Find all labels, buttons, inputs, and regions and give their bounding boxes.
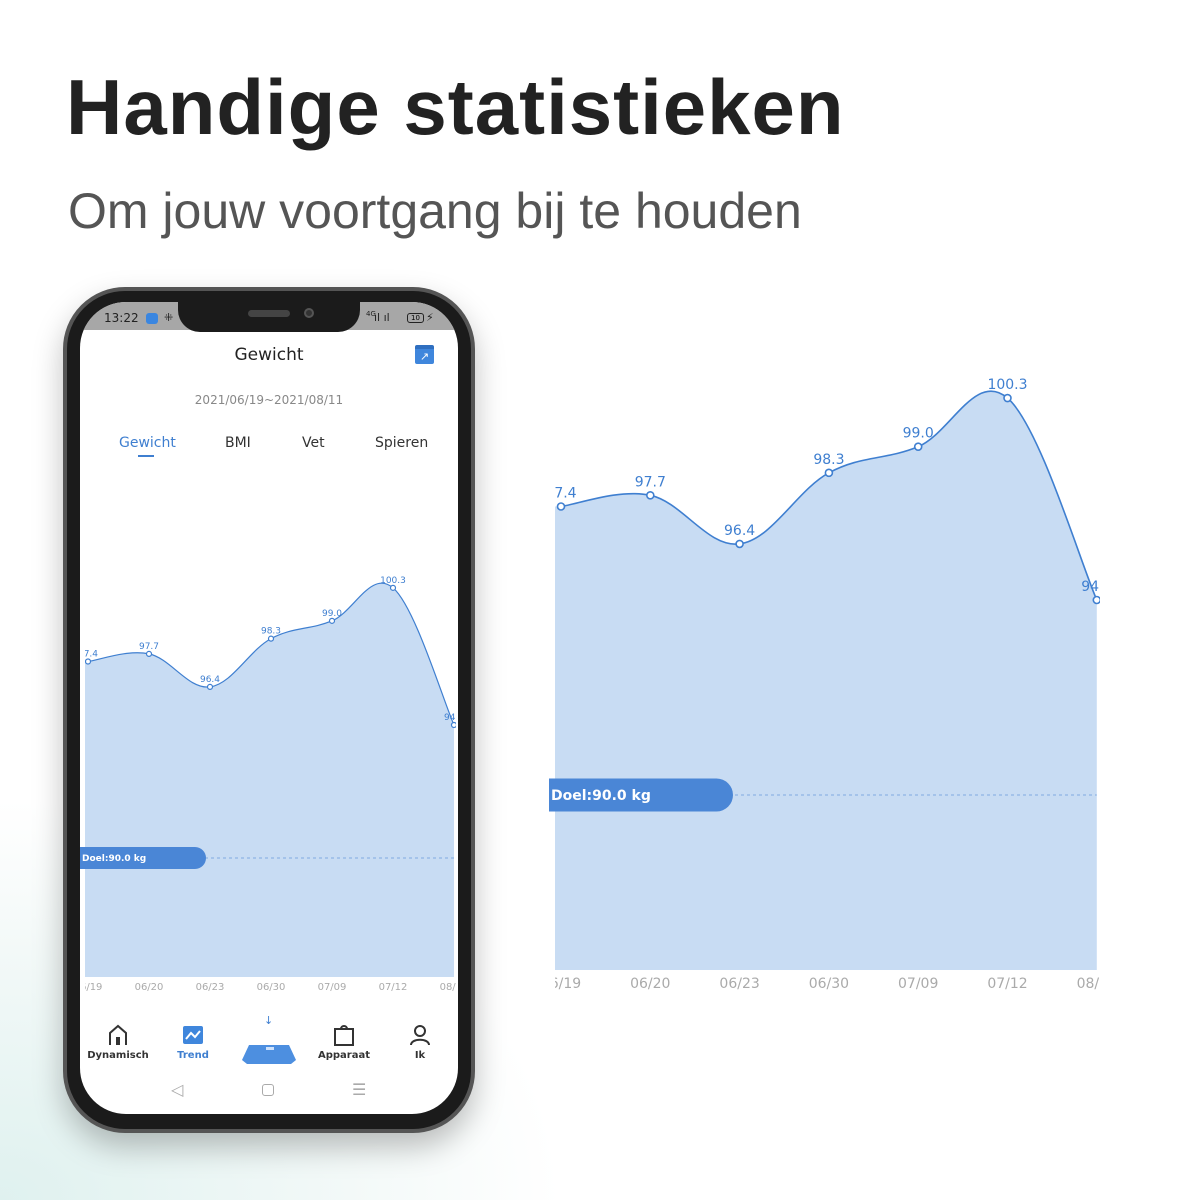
x-tick-label: 06/19 (80, 982, 102, 993)
area-fill (555, 391, 1097, 970)
nav-trend[interactable]: Trend (177, 1050, 209, 1061)
data-point (556, 502, 566, 511)
weight-line (560, 390, 1098, 601)
phone-weight-chart: 97.4 06/19 97.7 06/20 96.4 06/23 98.3 06/30 99.0… (80, 576, 458, 993)
x-tick-label: 06/20 (630, 976, 670, 992)
goal-badge (549, 778, 733, 812)
x-tick-label: 08/11 (1077, 976, 1117, 992)
x-tick-label: 06/19 (541, 976, 581, 992)
data-point (85, 658, 92, 665)
goal-badge (80, 847, 206, 869)
x-tick-label: 06/23 (196, 982, 225, 993)
data-point (450, 721, 456, 729)
notch (178, 302, 360, 332)
nav-dynamisch[interactable]: Dynamisch (87, 1050, 149, 1061)
x-tick-label: 07/12 (987, 976, 1027, 992)
data-point (1092, 595, 1100, 605)
back-icon[interactable]: ◁ (171, 1080, 184, 1099)
bag-icon[interactable] (333, 1024, 355, 1046)
signal-icon: ıl ıl (374, 311, 390, 324)
user-icon[interactable] (409, 1024, 431, 1046)
data-label: 100.3 (380, 576, 406, 586)
goal-label: Doel:90.0 kg (551, 788, 651, 804)
data-label: 99.0 (322, 609, 342, 619)
calendar-icon[interactable]: ↗ (415, 345, 434, 364)
home-square-icon[interactable] (262, 1084, 274, 1096)
grid-icon: ⁜ (164, 311, 174, 324)
data-point (328, 617, 336, 624)
charging-icon: ⚡ (426, 311, 434, 324)
page-title: Gewicht (234, 345, 304, 365)
goal-badge-left (80, 847, 102, 869)
area-fill (85, 583, 454, 977)
tab-vet[interactable]: Vet (302, 435, 325, 451)
data-label: 99.0 (903, 426, 934, 442)
download-arrow-icon: ↓ (264, 1014, 274, 1027)
data-label: 97.4 (545, 486, 576, 502)
home-icon[interactable] (107, 1024, 129, 1046)
chart-plot: 97.4 06/19 97.7 06/20 96.4 06/23 98.3 06/30 99.0… (80, 576, 458, 993)
subheadline: Om jouw voortgang bij te houden (68, 183, 802, 239)
status-time: 13:22 (104, 311, 139, 325)
data-point (735, 539, 744, 549)
app-notification-icon (146, 313, 158, 324)
x-tick-label: 06/23 (719, 976, 759, 992)
tab-spieren[interactable]: Spieren (375, 435, 429, 451)
data-label: 96.4 (200, 675, 220, 685)
trend-icon[interactable] (183, 1026, 203, 1044)
data-label: 97.4 (80, 650, 98, 660)
x-tick-label: 06/30 (809, 976, 849, 992)
data-label: 97.7 (139, 642, 159, 652)
data-label: 98.3 (261, 627, 281, 637)
x-tick-label: 07/12 (379, 982, 408, 993)
weight-line (87, 582, 455, 726)
data-label: 97.7 (635, 474, 666, 490)
nav-ik[interactable]: Ik (414, 1050, 426, 1061)
data-point (913, 442, 923, 451)
data-label: 94.9 (1081, 579, 1112, 595)
phone-screen: 13:22 ⁜ 4G ıl ıl 10 ⚡ Gewicht ↗ 2021/06/… (80, 302, 458, 1114)
data-point (267, 635, 275, 642)
chart-plot: 97.4 06/19 97.7 06/20 96.4 06/23 98.3 06/30 99.0… (541, 377, 1117, 992)
data-point (824, 468, 834, 478)
scale-icon[interactable] (241, 1042, 297, 1066)
goal-badge-left (549, 778, 582, 812)
data-point (645, 490, 655, 500)
battery-icon: 10 (407, 313, 424, 323)
x-tick-label: 06/20 (135, 982, 164, 993)
data-label: 98.3 (813, 452, 844, 468)
nav-apparaat[interactable]: Apparaat (317, 1050, 371, 1061)
network-label: 4G (366, 310, 376, 318)
tab-bmi[interactable]: BMI (225, 435, 251, 451)
x-tick-label: 07/09 (898, 976, 938, 992)
x-tick-label: 07/09 (318, 982, 347, 993)
data-label: 96.4 (724, 523, 755, 539)
headline: Handige statistieken (66, 63, 845, 151)
active-tab-indicator (138, 455, 154, 457)
front-camera (304, 308, 314, 318)
data-label: 100.3 (987, 377, 1027, 393)
menu-icon[interactable]: ☰ (352, 1080, 367, 1099)
x-tick-label: 08/11 (440, 982, 458, 993)
data-point (145, 650, 153, 657)
speaker (248, 310, 290, 317)
date-range[interactable]: 2021/06/19~2021/08/11 (194, 393, 344, 407)
data-point (389, 584, 397, 591)
data-point (206, 683, 214, 690)
x-tick-label: 06/30 (257, 982, 286, 993)
goal-label: Doel:90.0 kg (82, 854, 146, 864)
data-label: 94.9 (444, 713, 458, 723)
tab-gewicht[interactable]: Gewicht (119, 435, 176, 451)
data-point (1003, 393, 1012, 403)
